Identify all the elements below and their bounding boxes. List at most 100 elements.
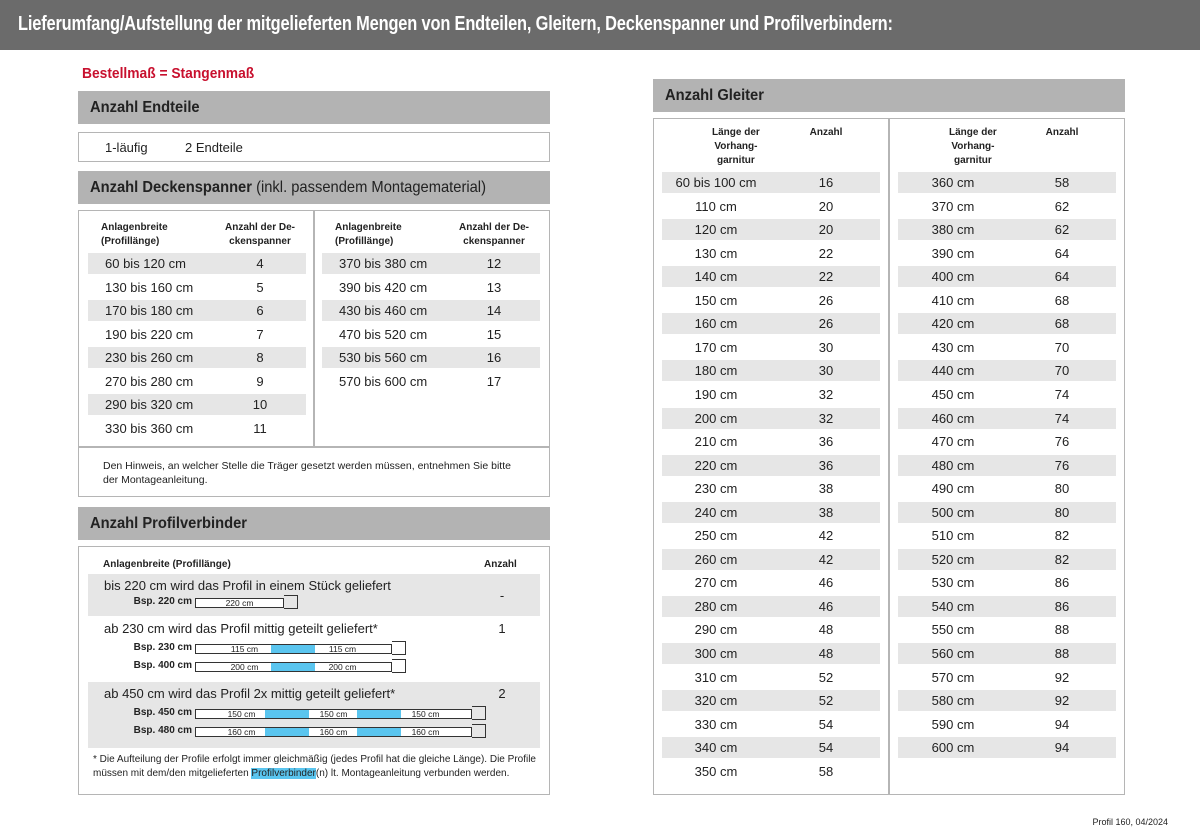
- table-row: 290 bis 320 cm 10: [88, 394, 306, 415]
- cell: 270 cm: [694, 575, 738, 591]
- table-row: 560 cm 88: [898, 643, 1116, 664]
- section-bar: Anzahl Gleiter: [653, 79, 1125, 112]
- cell: 26: [818, 316, 834, 332]
- cell: 36: [818, 457, 834, 473]
- cell: 94: [1054, 740, 1070, 756]
- column-header: Anlagenbreite (Profillänge): [101, 222, 168, 247]
- column-header: Anzahl der De- ckenspanner: [458, 222, 529, 247]
- table-row: 370 cm 62: [898, 196, 1116, 217]
- cell: 12: [486, 256, 502, 271]
- cell: 16: [486, 350, 502, 365]
- cell: 60 bis 100 cm: [675, 175, 757, 190]
- example-label: Bsp. 400 cm: [133, 660, 192, 671]
- cell: 350 cm: [694, 763, 738, 779]
- cell: 76: [1054, 434, 1070, 450]
- cell: 280 cm: [694, 598, 738, 614]
- cell: 20: [818, 222, 834, 238]
- endteile-box: 1-läufig 2 Endteile: [78, 132, 550, 162]
- gleiter-box: Länge der Vorhang- garnitur Anzahl 60 bis …: [653, 118, 1125, 795]
- cell: 70: [1054, 363, 1070, 379]
- table-row: 120 cm 20: [662, 219, 880, 241]
- section-bar: Anzahl Deckenspanner (inkl. passendem Mo…: [78, 171, 550, 204]
- cell: 470 bis 520 cm: [339, 326, 428, 342]
- cell: 370 bis 380 cm: [339, 256, 428, 271]
- cell: 520 cm: [931, 551, 975, 567]
- group-count: -: [499, 588, 505, 603]
- cell: 30: [818, 339, 834, 355]
- cell: 380 cm: [931, 222, 975, 238]
- note: * Die Aufteilung der Profile erfolgt imm…: [93, 753, 536, 781]
- table-row: 570 cm 92: [898, 667, 1116, 688]
- cell: 92: [1054, 669, 1070, 685]
- table-row: 600 cm 94: [898, 737, 1116, 759]
- section-title: Anzahl Endteile: [90, 99, 200, 116]
- table-row: 230 bis 260 cm 8: [88, 347, 306, 368]
- table-row: 290 cm 48: [662, 619, 880, 640]
- cell: 210 cm: [694, 434, 738, 450]
- table-row: 240 cm 38: [662, 501, 880, 523]
- cell: 48: [818, 622, 834, 638]
- cell: 62: [1054, 222, 1070, 238]
- table-row: 490 cm 80: [898, 478, 1116, 499]
- table-row: 390 bis 420 cm 13: [322, 277, 540, 298]
- table-row: 60 bis 100 cm 16: [662, 172, 880, 193]
- section-title: Anzahl Gleiter: [665, 87, 764, 104]
- table-row: 200 cm 32: [662, 407, 880, 429]
- column-header: Länge der Vorhang- garnitur: [712, 127, 760, 166]
- cell: 530 bis 560 cm: [339, 350, 428, 365]
- column-header: Anzahl: [809, 127, 843, 138]
- cell: 32: [818, 410, 834, 426]
- table-row: 500 cm 80: [898, 501, 1116, 523]
- example-label: Bsp. 230 cm: [133, 642, 192, 653]
- table-row: 260 cm 42: [662, 548, 880, 570]
- example-label: Bsp. 480 cm: [133, 725, 192, 736]
- cell: 300 cm: [694, 646, 738, 661]
- cell: 330 cm: [694, 716, 738, 732]
- cell: 250 cm: [694, 528, 738, 544]
- cell: 400 cm: [931, 269, 975, 285]
- table-row: 410 cm 68: [898, 290, 1116, 311]
- table-row: 170 cm 30: [662, 337, 880, 358]
- group-text: ab 450 cm wird das Profil 2x mittig gete…: [104, 686, 396, 701]
- cell: 86: [1054, 598, 1070, 614]
- cell: 52: [818, 669, 834, 685]
- cell: 290 bis 320 cm: [105, 397, 194, 412]
- cell: 70: [1054, 339, 1070, 355]
- cell: 360 cm: [931, 175, 975, 190]
- cell: 140 cm: [694, 269, 738, 285]
- cell: 200 cm: [694, 410, 738, 426]
- table-row: 470 bis 520 cm 15: [322, 324, 540, 345]
- cell: 130 cm: [694, 245, 738, 261]
- cell: 22: [818, 269, 834, 285]
- column-header: Anzahl der De- ckenspanner: [224, 222, 295, 247]
- table-row: 310 cm 52: [662, 667, 880, 688]
- table-row: 340 cm 54: [662, 737, 880, 759]
- cell: 440 cm: [931, 363, 975, 379]
- cell: 82: [1054, 551, 1070, 567]
- cell: 94: [1054, 716, 1070, 732]
- cell: 58: [1054, 175, 1070, 190]
- table-row: 400 cm 64: [898, 266, 1116, 288]
- cell: 68: [1054, 292, 1070, 308]
- cell: 190 cm: [694, 386, 738, 402]
- cell: 370 cm: [931, 198, 975, 214]
- table-row: 60 bis 120 cm 4: [88, 253, 306, 274]
- cell: 36: [818, 434, 834, 450]
- connector: [271, 645, 315, 653]
- cell: 7: [256, 326, 264, 342]
- table-row: 540 cm 86: [898, 595, 1116, 617]
- cell: 170 cm: [694, 339, 738, 355]
- cell: 64: [1054, 245, 1070, 261]
- cell: 500 cm: [931, 504, 975, 520]
- table-row: 530 bis 560 cm 16: [322, 347, 540, 368]
- cell: 13: [486, 279, 502, 295]
- cell: 320 cm: [694, 693, 738, 709]
- table-row: 360 cm 58: [898, 172, 1116, 193]
- section-bar: Anzahl Profilverbinder: [78, 507, 550, 540]
- cell: 62: [1054, 198, 1070, 214]
- group-count: 1: [498, 621, 506, 636]
- profilverbinder-box: Anlagenbreite (Profillänge) Anzahl * Die…: [78, 546, 550, 795]
- column-header: Anlagenbreite (Profillänge): [335, 222, 402, 247]
- group-text: bis 220 cm wird das Profil in einem Stüc…: [104, 578, 391, 593]
